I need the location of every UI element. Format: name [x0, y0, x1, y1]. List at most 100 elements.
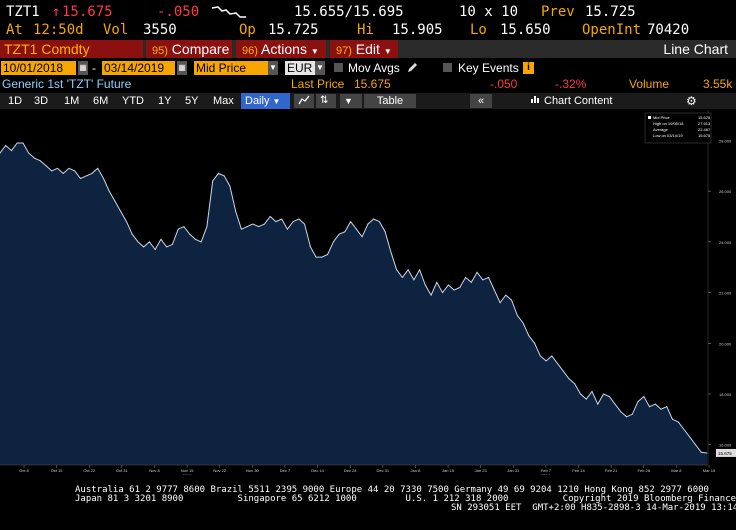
data-point: [171, 243, 173, 245]
high-value: 15.905: [392, 22, 443, 38]
data-point: [378, 221, 380, 223]
tab-1y[interactable]: 1Y: [158, 95, 172, 107]
last-price-label: Last Price: [291, 77, 345, 91]
start-date-input[interactable]: 10/01/2018: [1, 61, 76, 75]
data-point: [373, 218, 375, 220]
tab-1m[interactable]: 1M: [64, 95, 80, 107]
tab-max[interactable]: Max: [213, 95, 234, 107]
data-point: [528, 335, 530, 337]
security-field[interactable]: TZT1 Comdty: [0, 40, 143, 58]
data-point: [562, 370, 564, 372]
data-point: [10, 150, 12, 152]
menu-bar: TZT1 Comdty 95) Compare 96) Actions ▼ 97…: [0, 40, 736, 58]
price-field-select[interactable]: Mid Price: [194, 61, 268, 75]
calendar-icon[interactable]: ▦: [78, 61, 88, 75]
edit-label: Edit: [355, 41, 380, 57]
frequency-select[interactable]: Daily ▼: [241, 93, 290, 109]
tab-6m[interactable]: 6M: [93, 95, 109, 107]
data-point: [45, 165, 47, 167]
x-year-label: 2019: [541, 473, 551, 475]
data-point: [407, 269, 409, 271]
open-label: Op: [239, 22, 256, 38]
data-point: [148, 241, 150, 243]
x-tick-label: Feb 28: [638, 468, 651, 473]
tab-1d[interactable]: 1D: [8, 95, 23, 107]
info-icon[interactable]: i: [523, 62, 534, 74]
actions-button[interactable]: 96) Actions ▼: [236, 40, 326, 58]
pct-change-value: -.32%: [555, 77, 587, 91]
currency-select[interactable]: EUR: [285, 61, 315, 75]
data-point: [654, 403, 656, 405]
chevron-down-icon[interactable]: ▼: [268, 61, 278, 75]
data-point: [631, 413, 633, 415]
data-point: [603, 393, 605, 395]
data-point: [361, 236, 363, 238]
x-tick-label: Nov 8: [149, 468, 160, 473]
data-point: [465, 276, 467, 278]
security-name: Generic 1st 'TZT' Future: [2, 77, 132, 91]
data-point: [482, 279, 484, 281]
legend-value: 15.675: [698, 133, 711, 138]
last-value-tag: [716, 448, 736, 457]
price-chart[interactable]: 16.000 18.000 20.000 22.000 24.000 26.000 28.0…: [0, 110, 736, 475]
chevron-down-icon[interactable]: ▼: [315, 61, 325, 75]
tab-5y[interactable]: 5Y: [185, 95, 199, 107]
data-point: [229, 185, 231, 187]
indicator-icon[interactable]: ⇅: [316, 94, 336, 108]
last-value-label: 15.675: [718, 451, 732, 456]
data-point: [183, 226, 185, 228]
collapse-button[interactable]: «: [470, 94, 492, 108]
data-point: [476, 271, 478, 273]
tab-ytd[interactable]: YTD: [122, 95, 144, 107]
data-point: [91, 172, 93, 174]
edit-button[interactable]: 97) Edit ▼: [330, 40, 398, 58]
data-point: [585, 398, 587, 400]
data-point: [315, 256, 317, 258]
data-point: [131, 233, 133, 235]
data-point: [22, 142, 24, 144]
x-tick-label: Jan 8: [411, 468, 422, 473]
vol-value: 3550: [143, 22, 177, 38]
quote-time: 12:50d: [33, 22, 84, 38]
actions-shortcut: 96): [242, 45, 258, 57]
calendar-icon[interactable]: ▦: [177, 61, 187, 75]
legend-label: High on 10/05/18: [653, 121, 684, 126]
data-point: [689, 436, 691, 438]
data-point: [246, 226, 248, 228]
open-interest-value: 70420: [647, 22, 690, 38]
data-point: [160, 238, 162, 240]
x-tick-label: Dec 14: [311, 468, 324, 473]
low-value: 15.650: [500, 22, 551, 38]
data-point: [539, 355, 541, 357]
data-point: [137, 241, 139, 243]
sparkline-icon: [211, 6, 246, 18]
mov-avgs-checkbox[interactable]: [334, 63, 343, 72]
data-point: [488, 276, 490, 278]
key-events-checkbox[interactable]: [443, 63, 452, 72]
chevron-down-icon[interactable]: ▼: [340, 94, 362, 108]
key-events-label: Key Events: [458, 61, 519, 75]
data-point: [5, 145, 7, 146]
x-tick-label: Mar 15: [703, 468, 716, 473]
change-value: -.050: [490, 77, 518, 91]
compare-button[interactable]: 95) Compare: [146, 40, 232, 58]
line-chart-icon[interactable]: [294, 94, 314, 108]
end-date-input[interactable]: 03/14/2019: [102, 61, 175, 75]
legend-label: Average: [653, 127, 669, 132]
data-point: [74, 170, 76, 172]
chart-content-button[interactable]: Chart Content: [544, 95, 613, 107]
tab-3d[interactable]: 3D: [34, 95, 49, 107]
data-point: [505, 294, 507, 296]
y-tick-label: 24.000: [719, 240, 732, 245]
data-point: [419, 269, 421, 271]
gear-icon[interactable]: ⚙: [686, 94, 697, 108]
table-button[interactable]: Table: [364, 94, 416, 108]
data-point: [350, 221, 352, 223]
chart-inputs: 10/01/2018 ▦ - 03/14/2019 ▦ Mid Price ▼ …: [0, 60, 736, 76]
data-point: [309, 246, 311, 248]
pencil-icon[interactable]: [406, 62, 418, 74]
data-point: [453, 289, 455, 291]
data-point: [286, 228, 288, 230]
legend-frame: [644, 112, 712, 144]
data-point: [16, 142, 18, 144]
